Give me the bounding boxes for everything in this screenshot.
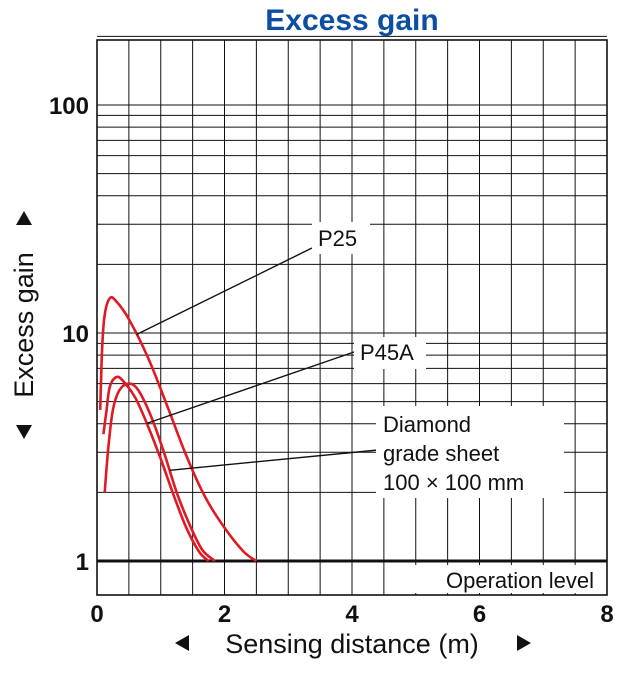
annotation-p25: P25 (318, 226, 357, 251)
x-tick-label: 2 (218, 601, 231, 628)
y-tick-label: 100 (49, 93, 89, 120)
annotation-operation-level: Operation level (446, 568, 594, 593)
operation-level-label-bg (404, 565, 600, 593)
annotation-p45a: P45A (360, 340, 414, 365)
y-tick-label: 1 (76, 549, 89, 576)
tick-labels: 0 2 4 6 8 1 10 100 (49, 93, 614, 628)
series-line-3 (103, 382, 216, 563)
p25-label-bg (312, 222, 370, 254)
x-tick-label: 4 (345, 601, 359, 628)
series-line-2 (102, 375, 210, 562)
y-axis-title: Excess gain (9, 211, 39, 439)
x-axis-title: Sensing distance (m) (175, 629, 531, 659)
chart-title: Excess gain (265, 4, 438, 37)
right-arrow-icon (517, 635, 531, 651)
x-axis-label: Sensing distance (m) (225, 629, 479, 659)
series-line-1 (98, 295, 258, 563)
x-tick-label: 6 (473, 601, 486, 628)
grid (96, 35, 608, 596)
leader-p25 (136, 247, 313, 336)
x-tick-label: 0 (90, 601, 103, 628)
series-layer (98, 295, 258, 563)
p45a-label-bg (354, 337, 426, 369)
operation-level-line (97, 559, 607, 593)
annotations: P25 P45A Diamond grade sheet 100 × 100 m… (318, 226, 594, 593)
leader-diamond (169, 449, 379, 471)
left-arrow-icon (175, 635, 189, 651)
down-arrow-icon (16, 425, 32, 439)
diamond-label-bg (376, 406, 564, 498)
annotation-leaders (136, 222, 564, 498)
y-axis-label: Excess gain (9, 252, 39, 398)
up-arrow-icon (16, 211, 32, 225)
annotation-diamond-line3: 100 × 100 mm (383, 470, 524, 495)
leader-p45a (146, 351, 355, 425)
y-tick-label: 10 (62, 321, 89, 348)
x-tick-label: 8 (600, 601, 613, 628)
annotation-diamond-line1: Diamond (383, 412, 471, 437)
annotation-diamond-line2: grade sheet (383, 441, 499, 466)
